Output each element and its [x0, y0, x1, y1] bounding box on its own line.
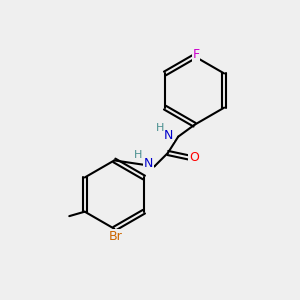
Text: F: F	[193, 48, 200, 62]
Text: H: H	[134, 150, 142, 160]
Text: H: H	[156, 123, 164, 133]
Text: N: N	[144, 157, 153, 170]
Text: Br: Br	[109, 230, 123, 243]
Text: O: O	[189, 151, 199, 164]
Text: N: N	[164, 129, 173, 142]
